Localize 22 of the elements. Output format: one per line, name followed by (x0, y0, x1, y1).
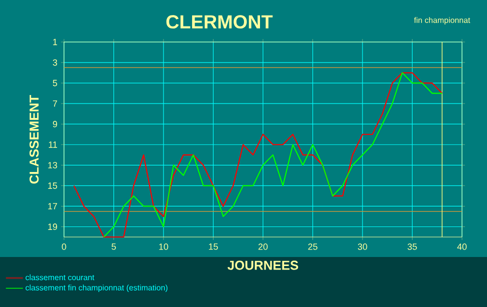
y-tick-label: 9 (52, 120, 58, 128)
y-tick-label: 7 (52, 100, 58, 107)
x-tick-label: 30 (358, 244, 368, 250)
x-tick-label: 25 (308, 244, 318, 250)
x-tick-label: 35 (408, 244, 417, 250)
y-tick-label: 15 (48, 182, 58, 189)
x-tick-label: 20 (258, 244, 268, 250)
y-tick-label: 17 (48, 203, 58, 210)
y-tick-label: 11 (48, 142, 58, 148)
chart-title: CLERMONT (166, 15, 273, 29)
y-tick-label: 1 (53, 38, 58, 46)
x-tick-label: 10 (159, 244, 168, 250)
y-tick-label: 3 (52, 59, 58, 66)
x-tick-label: 5 (112, 244, 116, 250)
y-axis-title: CLASSEMENT (30, 95, 39, 184)
x-axis-title: JOURNEES (228, 260, 298, 270)
x-tick-label: 0 (62, 244, 66, 250)
y-tick-label: 13 (48, 162, 58, 168)
y-tick-label: 5 (52, 80, 58, 86)
x-tick-label: 40 (457, 244, 467, 250)
x-tick-label: 15 (208, 244, 218, 250)
y-tick-label: 19 (48, 224, 58, 230)
